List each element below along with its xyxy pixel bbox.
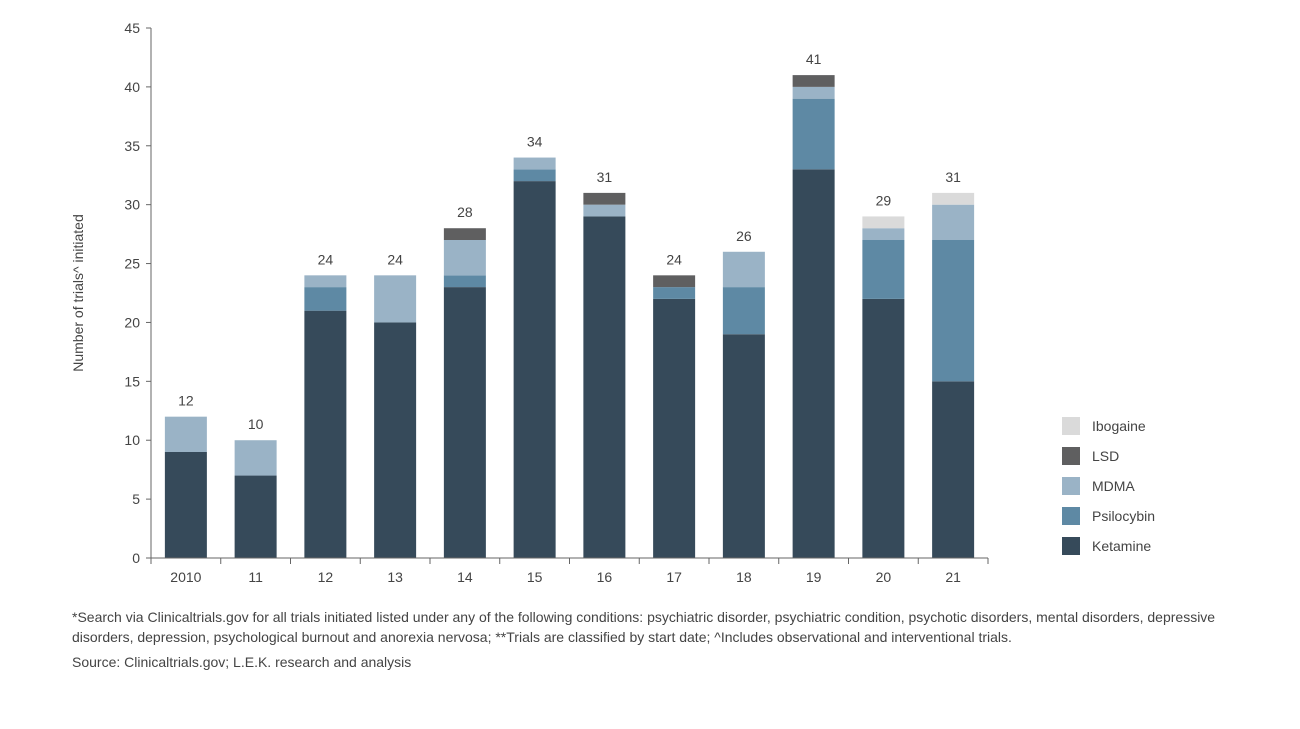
bar-segment-ketamine-13 [374,322,417,558]
bar-segment-mdma-14 [443,240,486,276]
total-label-21: 31 [945,169,961,185]
y-axis-label: Number of trials^ initiated [70,214,86,372]
axes-layer: 2010 11 12 13 14 15 16 17 18 19 20 21 0 5 10 15 20 25 30 35… [124,20,989,585]
bar-segment-ketamine-16 [583,216,626,558]
legend-label-lsd: LSD [1092,448,1119,464]
y-tick-label-20: 20 [124,314,140,330]
total-label-15: 34 [527,134,543,150]
legend: Ibogaine LSD MDMA Psilocybin Ketamine [1062,417,1155,555]
total-label-11: 10 [248,416,264,432]
bar-segment-lsd-14 [443,228,486,240]
x-tick-label-18: 18 [736,569,752,585]
bar-segment-psilocybin-20 [862,240,905,299]
total-label-12: 24 [318,251,334,267]
total-label-16: 31 [597,169,613,185]
bar-segment-mdma-16 [583,204,626,217]
legend-swatch-lsd [1062,447,1080,465]
total-label-17: 24 [666,251,682,267]
bar-segment-mdma-12 [304,275,347,288]
bar-segment-mdma-15 [513,157,556,170]
total-label-14: 28 [457,204,473,220]
bar-segment-psilocybin-12 [304,287,347,311]
bars-layer: 12 10 24 24 28 34 31 24 26 41 29 31 [164,51,975,559]
y-tick-label-40: 40 [124,79,140,95]
bar-segment-psilocybin-21 [932,240,975,382]
x-tick-label-14: 14 [457,569,473,585]
bar-segment-psilocybin-18 [722,287,765,335]
x-tick-label-13: 13 [387,569,403,585]
bar-segment-lsd-16 [583,192,626,205]
total-label-18: 26 [736,228,752,244]
legend-label-psilocybin: Psilocybin [1092,508,1155,524]
total-label-19: 41 [806,51,822,67]
bar-segment-psilocybin-19 [792,98,835,170]
bar-segment-ketamine-17 [653,298,696,558]
legend-swatch-psilocybin [1062,507,1080,525]
bar-segment-ketamine-18 [722,334,765,558]
bar-segment-ketamine-15 [513,181,556,558]
legend-swatch-ketamine [1062,537,1080,555]
legend-swatch-mdma [1062,477,1080,495]
bar-segment-lsd-17 [653,275,696,288]
bar-segment-ketamine-21 [932,381,975,558]
footnote: *Search via Clinicaltrials.gov for all t… [72,609,1216,645]
bar-segment-ibogaine-20 [862,216,905,229]
x-tick-label-16: 16 [597,569,613,585]
bar-segment-ketamine-11 [234,475,277,558]
x-tick-label-20: 20 [876,569,892,585]
y-tick-label-5: 5 [132,491,140,507]
bar-segment-psilocybin-15 [513,169,556,182]
source-note: Source: Clinicaltrials.gov; L.E.K. resea… [72,654,412,670]
legend-label-ibogaine: Ibogaine [1092,418,1146,434]
bar-segment-ketamine-14 [443,287,486,558]
bar-segment-mdma-21 [932,204,975,240]
x-tick-label-2010: 2010 [170,569,201,585]
y-tick-label-10: 10 [124,432,140,448]
total-label-20: 29 [876,192,892,208]
y-tick-label-0: 0 [132,550,140,566]
bar-segment-ketamine-19 [792,169,835,559]
bar-segment-lsd-19 [792,75,835,87]
x-tick-label-21: 21 [945,569,961,585]
legend-label-ketamine: Ketamine [1092,538,1151,554]
bar-segment-psilocybin-14 [443,275,486,288]
bar-segment-psilocybin-17 [653,287,696,299]
bar-segment-mdma-11 [234,440,277,476]
bar-segment-mdma-20 [862,228,905,240]
bar-segment-ketamine-12 [304,310,347,558]
x-tick-label-15: 15 [527,569,543,585]
legend-label-mdma: MDMA [1092,478,1135,494]
bar-segment-ibogaine-21 [932,192,975,205]
x-tick-label-17: 17 [666,569,682,585]
y-tick-label-35: 35 [124,138,140,154]
x-tick-label-12: 12 [318,569,334,585]
total-label-2010: 12 [178,393,194,409]
bar-segment-ketamine-20 [862,298,905,558]
legend-swatch-ibogaine [1062,417,1080,435]
bar-segment-mdma-18 [722,251,765,288]
x-tick-label-19: 19 [806,569,822,585]
y-tick-label-30: 30 [124,197,140,213]
y-tick-label-15: 15 [124,373,140,389]
y-tick-label-25: 25 [124,256,140,272]
y-tick-label-45: 45 [124,20,140,36]
bar-segment-mdma-19 [792,86,835,99]
x-tick-label-11: 11 [248,569,263,585]
total-label-13: 24 [387,251,403,267]
bar-segment-mdma-2010 [164,416,207,452]
bar-segment-mdma-13 [374,275,417,323]
bar-segment-ketamine-2010 [164,452,207,558]
